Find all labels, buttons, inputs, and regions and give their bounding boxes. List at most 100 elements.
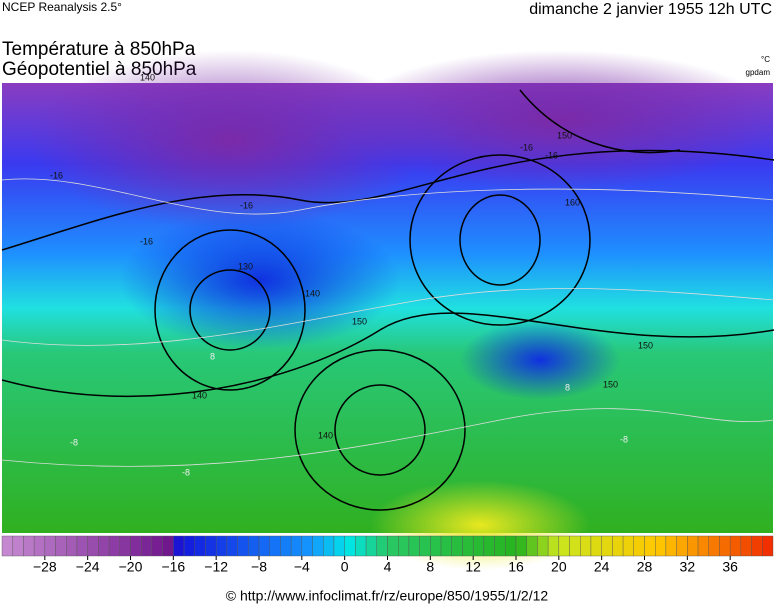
colorbar-cell bbox=[162, 535, 174, 557]
unit: gpdam bbox=[746, 68, 771, 77]
colorbar-label: 32 bbox=[680, 559, 696, 575]
contour-label: -8 bbox=[620, 434, 628, 444]
colorbar-cell bbox=[676, 535, 688, 557]
colorbar-cell bbox=[12, 535, 24, 557]
colorbar: −28 −24 −20 −16 −12 −8 −4 0 4 8 12 16 20 24 28 32 36 bbox=[1, 535, 774, 575]
colorbar-cell bbox=[526, 535, 538, 557]
colorbar-cell bbox=[665, 535, 677, 557]
colorbar-cell bbox=[215, 535, 228, 557]
colorbar-cell bbox=[740, 535, 752, 557]
colorbar-cell bbox=[494, 535, 506, 557]
colorbar-cell bbox=[590, 535, 602, 557]
colorbar-cell bbox=[387, 535, 399, 557]
colorbar-cell bbox=[408, 535, 420, 557]
colorbar-label: 16 bbox=[508, 559, 524, 575]
colorbar-cell bbox=[569, 535, 581, 557]
colorbar-cell bbox=[558, 535, 570, 557]
colorbar-cell bbox=[183, 535, 195, 557]
colorbar-cell bbox=[269, 535, 281, 557]
colorbar-label: −8 bbox=[251, 559, 267, 575]
colorbar-cell bbox=[462, 535, 474, 557]
colorbar-label: 24 bbox=[594, 559, 610, 575]
contour-label: 8 bbox=[210, 351, 215, 361]
colorbar-cell bbox=[76, 535, 88, 557]
colorbar-cell bbox=[23, 535, 35, 557]
colorbar-cell bbox=[515, 535, 527, 557]
colorbar-label: −24 bbox=[76, 559, 100, 575]
title: Température à 850hPa bbox=[2, 39, 196, 60]
colorbar-cell bbox=[612, 535, 624, 557]
colorbar-cell bbox=[762, 535, 774, 557]
colorbar-cell bbox=[580, 535, 592, 557]
colorbar-cell bbox=[33, 535, 46, 557]
colorbar-cell bbox=[547, 535, 560, 557]
colorbar-label: 0 bbox=[341, 559, 349, 575]
colorbar-cell bbox=[644, 535, 656, 557]
colorbar-cell bbox=[290, 535, 303, 557]
colorbar-cell bbox=[258, 535, 270, 557]
contour-label: 150 bbox=[557, 130, 572, 140]
contour-label: -8 bbox=[182, 467, 190, 477]
colorbar-label: 20 bbox=[551, 559, 567, 575]
colorbar-cell bbox=[226, 535, 238, 557]
colorbar-cell bbox=[505, 535, 517, 557]
colorbar-label: −12 bbox=[204, 559, 228, 575]
colorbar-cell bbox=[151, 535, 163, 557]
colorbar-cell bbox=[430, 535, 442, 557]
contour-label: 8 bbox=[565, 382, 570, 392]
contour-label: 150 bbox=[352, 316, 367, 326]
contour-label: 150 bbox=[638, 340, 653, 350]
colorbar-cell bbox=[119, 535, 131, 557]
colorbar-cell bbox=[451, 535, 463, 557]
colorbar-cell bbox=[697, 535, 709, 557]
colorbar-label: −28 bbox=[33, 559, 57, 575]
contour-label: 140 bbox=[192, 390, 207, 400]
source: NCEP Reanalysis 2.5° bbox=[2, 0, 122, 14]
colorbar-cell bbox=[173, 535, 185, 557]
contour-label: 150 bbox=[603, 379, 618, 389]
contour-label: 140 bbox=[318, 430, 333, 440]
colorbar-cell bbox=[301, 535, 313, 557]
map bbox=[1, 50, 774, 570]
colorbar-cell bbox=[98, 535, 110, 557]
colorbar-cell bbox=[472, 535, 485, 557]
colorbar-label: 36 bbox=[722, 559, 738, 575]
colorbar-cell bbox=[280, 535, 292, 557]
colorbar-cell bbox=[376, 535, 388, 557]
colorbar-cell bbox=[237, 535, 249, 557]
contour-label: -8 bbox=[70, 437, 78, 447]
colorbar-cell bbox=[355, 535, 367, 557]
contour-label: -16 bbox=[240, 200, 253, 210]
contour-label: -16 bbox=[520, 142, 533, 152]
colorbar-label: −16 bbox=[161, 559, 185, 575]
colorbar-cell bbox=[130, 535, 142, 557]
colorbar-cell bbox=[398, 535, 410, 557]
colorbar-cell bbox=[729, 535, 742, 557]
colorbar-cell bbox=[655, 535, 667, 557]
contour-label: 140 bbox=[305, 288, 320, 298]
colorbar-cell bbox=[601, 535, 613, 557]
colorbar-cell bbox=[687, 535, 699, 557]
colorbar-label: −4 bbox=[294, 559, 310, 575]
colorbar-cell bbox=[66, 535, 78, 557]
colorbar-cell bbox=[365, 535, 377, 557]
colorbar-cell bbox=[344, 535, 356, 557]
colorbar-cell bbox=[719, 535, 731, 557]
unit: °C bbox=[761, 55, 770, 64]
colorbar-cell bbox=[55, 535, 67, 557]
contour-label: -16 bbox=[545, 150, 558, 160]
colorbar-cell bbox=[248, 535, 260, 557]
colorbar-cell bbox=[194, 535, 206, 557]
colorbar-cell bbox=[751, 535, 763, 557]
colorbar-cell bbox=[141, 535, 153, 557]
colorbar-cell bbox=[1, 535, 13, 557]
colorbar-label: −20 bbox=[119, 559, 143, 575]
colorbar-cell bbox=[44, 535, 56, 557]
colorbar-label: 12 bbox=[465, 559, 481, 575]
colorbar-cell bbox=[622, 535, 634, 557]
contour-label: 130 bbox=[238, 261, 253, 271]
colorbar-cell bbox=[419, 535, 431, 557]
colorbar-label: 28 bbox=[637, 559, 653, 575]
contour-label: 160 bbox=[565, 197, 580, 207]
